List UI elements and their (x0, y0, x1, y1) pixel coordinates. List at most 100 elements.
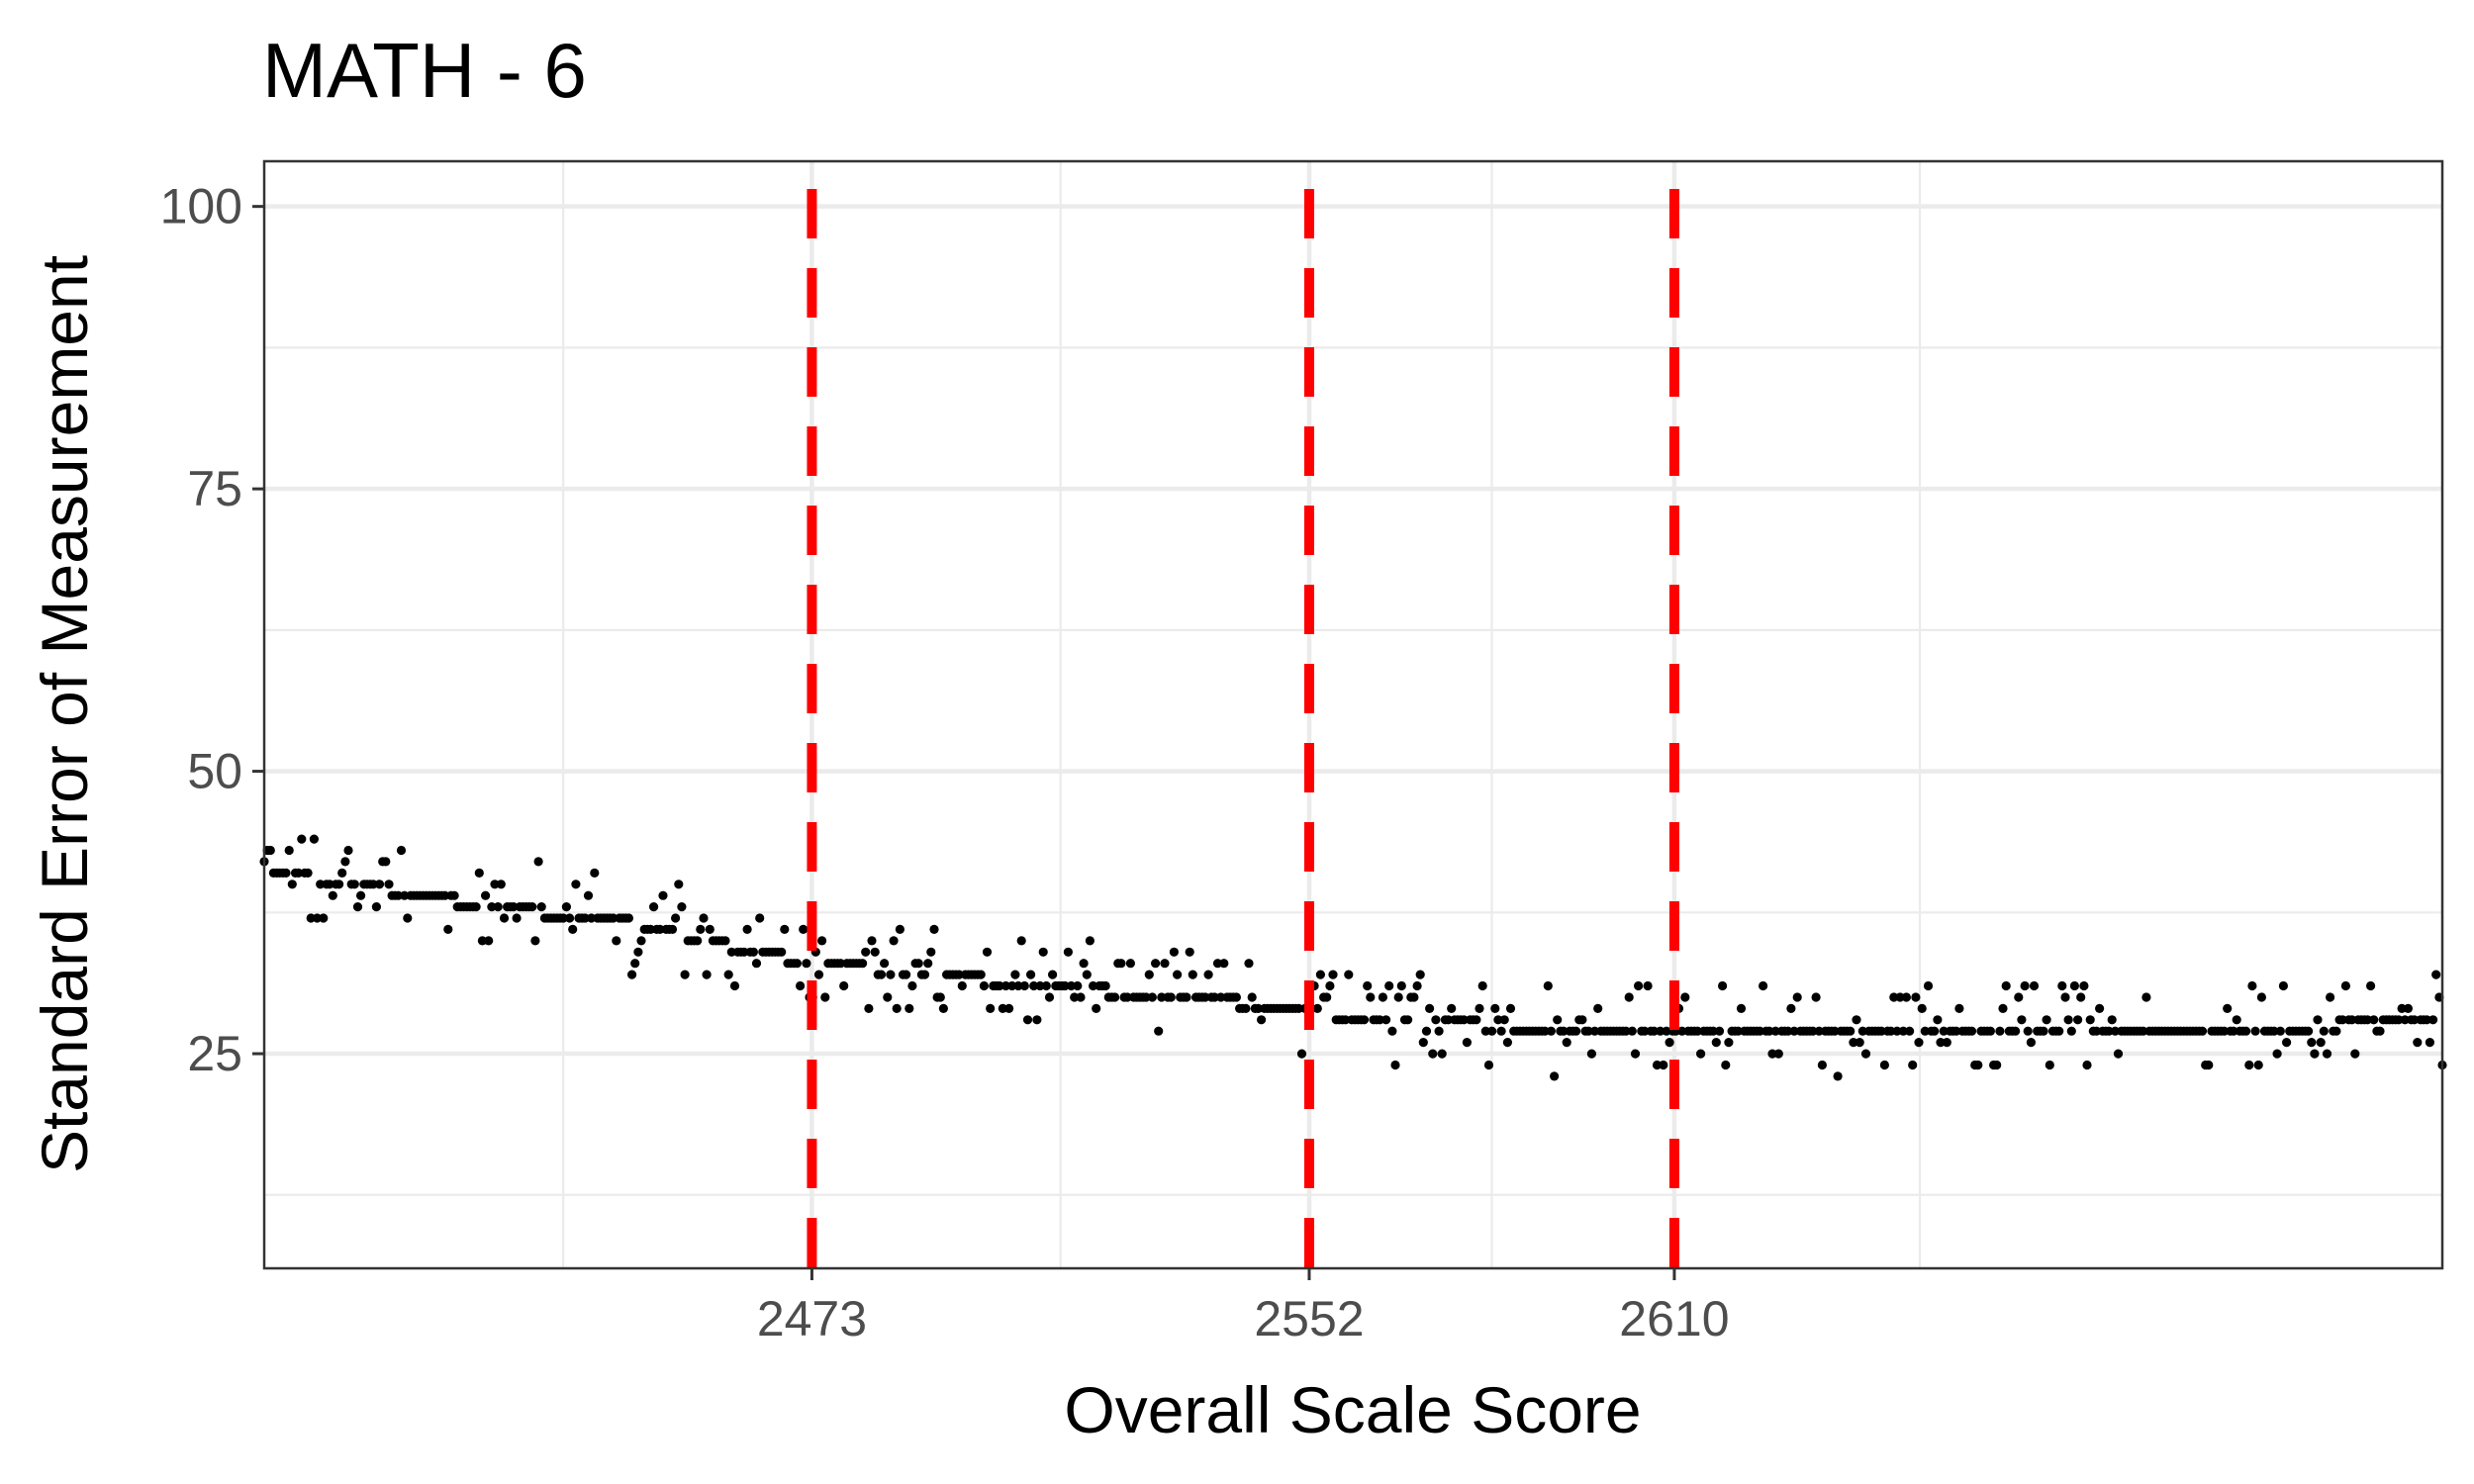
data-point (1013, 980, 1023, 991)
data-point (870, 947, 880, 957)
data-point (1366, 992, 1376, 1002)
data-point (1656, 1026, 1665, 1036)
data-point (813, 970, 824, 979)
data-point (957, 980, 967, 991)
data-point (802, 959, 811, 969)
data-point (2139, 1026, 2148, 1036)
data-point (2229, 1026, 2238, 1036)
data-point (1665, 1038, 1674, 1048)
data-point (1341, 1015, 1351, 1025)
data-point (1022, 1015, 1033, 1025)
data-point (471, 902, 481, 912)
data-point (2039, 1026, 2048, 1036)
data-point (1219, 959, 1229, 969)
data-point (1188, 970, 1197, 979)
data-point (913, 959, 923, 969)
data-point (2253, 1060, 2263, 1070)
data-point (1583, 1026, 1593, 1036)
data-point (2431, 970, 2441, 979)
data-point (674, 880, 684, 889)
data-point (1789, 1026, 1799, 1036)
data-point (297, 834, 307, 844)
data-point (892, 1003, 902, 1013)
data-point (1032, 1015, 1042, 1025)
data-point (2244, 1060, 2254, 1070)
data-point (1019, 980, 1029, 991)
data-point (2369, 1015, 2379, 1025)
data-point (1477, 980, 1487, 991)
data-point (499, 913, 510, 923)
data-point (1942, 1038, 1951, 1048)
data-point (2400, 1015, 2410, 1025)
data-point (1434, 1026, 1444, 1036)
data-point (1814, 1026, 1824, 1036)
data-point (2104, 1026, 2114, 1036)
data-point (1487, 1026, 1497, 1036)
data-point (2069, 980, 2079, 991)
data-point (1933, 1015, 1943, 1025)
data-point (777, 947, 787, 957)
data-point (1381, 1015, 1391, 1025)
data-point (671, 913, 681, 923)
data-point (696, 924, 706, 935)
data-point (1447, 1003, 1457, 1013)
data-point (2316, 1038, 2326, 1048)
data-point (1203, 970, 1213, 979)
data-point (1830, 1026, 1840, 1036)
data-point (281, 868, 291, 879)
data-point (2403, 1003, 2413, 1013)
data-point (1724, 1038, 1734, 1048)
data-point (883, 992, 893, 1002)
data-point (702, 970, 712, 979)
data-point (1060, 980, 1070, 991)
data-point (1640, 1026, 1650, 1036)
data-point (1550, 1071, 1560, 1081)
data-point (1936, 1038, 1946, 1048)
plot-panel-background (264, 161, 2442, 1268)
data-point (1437, 1049, 1447, 1059)
data-point (1718, 980, 1728, 991)
data-point (1443, 1015, 1454, 1025)
data-point (979, 980, 990, 991)
data-point (509, 902, 519, 912)
data-point (1344, 970, 1354, 979)
data-point (381, 857, 391, 867)
data-point (1063, 947, 1073, 957)
data-point (337, 868, 347, 879)
data-point (2057, 980, 2067, 991)
x-tick-label: 2610 (1619, 1291, 1729, 1346)
data-point (1035, 980, 1045, 991)
data-point (2362, 1015, 2372, 1025)
data-point (864, 1003, 874, 1013)
data-point (1079, 959, 1089, 969)
data-point (1157, 992, 1167, 1002)
cut-score-lines (807, 189, 1679, 1268)
data-point (284, 845, 294, 856)
data-point (1908, 1060, 1918, 1070)
data-point (739, 947, 749, 957)
data-point (1721, 1060, 1731, 1070)
data-point (1889, 992, 1899, 1002)
data-point (1643, 980, 1653, 991)
data-point (1359, 1015, 1370, 1025)
data-point (2394, 1015, 2404, 1025)
data-point (1786, 1003, 1796, 1013)
data-point (512, 913, 522, 923)
data-point (792, 959, 803, 969)
data-point (2272, 1049, 2282, 1059)
data-point (1708, 1026, 1718, 1036)
data-point (904, 1003, 914, 1013)
data-point (2060, 992, 2070, 1002)
data-point (1185, 947, 1194, 957)
data-point (590, 868, 600, 879)
data-point (889, 936, 899, 946)
data-point (929, 924, 939, 935)
data-point (926, 947, 936, 957)
data-point (2425, 1038, 2434, 1048)
data-point (982, 947, 993, 957)
data-point (1363, 980, 1373, 991)
data-point (2307, 1038, 2317, 1048)
data-point (1499, 1015, 1509, 1025)
data-point (496, 880, 506, 889)
data-point (1857, 1026, 1867, 1036)
